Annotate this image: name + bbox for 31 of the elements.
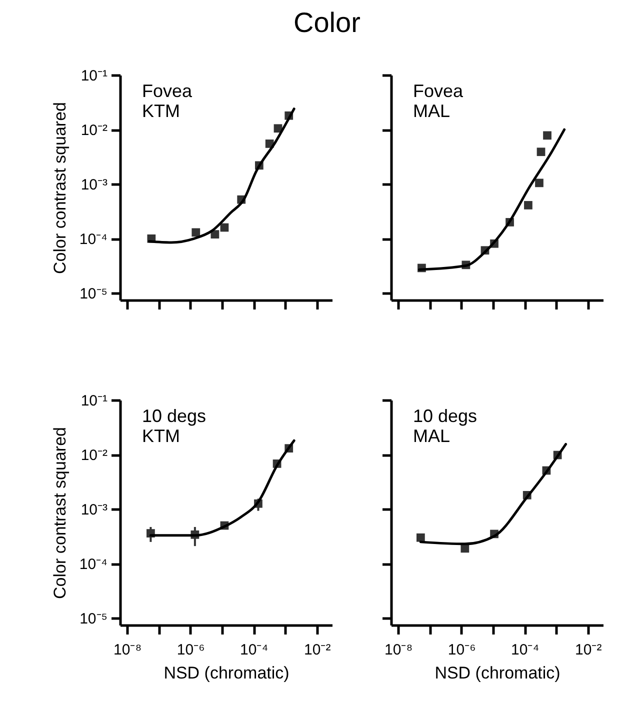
y-axis-title: Color contrast squared [50,102,70,274]
x-tick-label: 10⁻² [575,642,602,658]
annotation: 10 degs [142,406,206,426]
x-tick-label: 10⁻² [304,642,331,658]
y-tick-label: 10⁻² [80,447,108,464]
y-axis-title: Color contrast squared [50,427,70,599]
x-tick-label: 10⁻⁶ [176,642,205,658]
y-tick-label: 10⁻¹ [80,392,108,410]
annotation: MAL [413,426,450,446]
y-tick-label: 10⁻² [80,122,108,140]
x-tick-label: 10⁻⁸ [114,642,142,658]
annotation: KTM [142,426,180,446]
annotation: Fovea [413,81,464,101]
y-tick-label: 10⁻⁵ [80,610,108,628]
y-tick-label: 10⁻⁴ [79,556,108,574]
annotation: 10 degs [413,406,478,426]
x-axis-title: NSD (chromatic) [434,664,560,682]
y-tick-label: 10⁻¹ [80,68,108,84]
annotation: MAL [413,101,450,121]
annotation: Fovea [142,81,194,101]
y-tick-label: 10⁻³ [80,502,108,519]
x-tick-label: 10⁻⁴ [511,642,540,658]
chart-title: Color [293,7,360,38]
x-tick-label: 10⁻⁶ [448,642,476,658]
annotation: KTM [142,101,180,121]
x-axis-title: NSD (chromatic) [164,664,290,682]
y-tick-label: 10⁻⁵ [80,286,108,303]
x-tick-label: 10⁻⁴ [240,642,268,658]
y-tick-label: 10⁻³ [80,176,108,194]
y-tick-label: 10⁻⁴ [79,231,108,248]
x-tick-label: 10⁻⁸ [384,642,413,658]
